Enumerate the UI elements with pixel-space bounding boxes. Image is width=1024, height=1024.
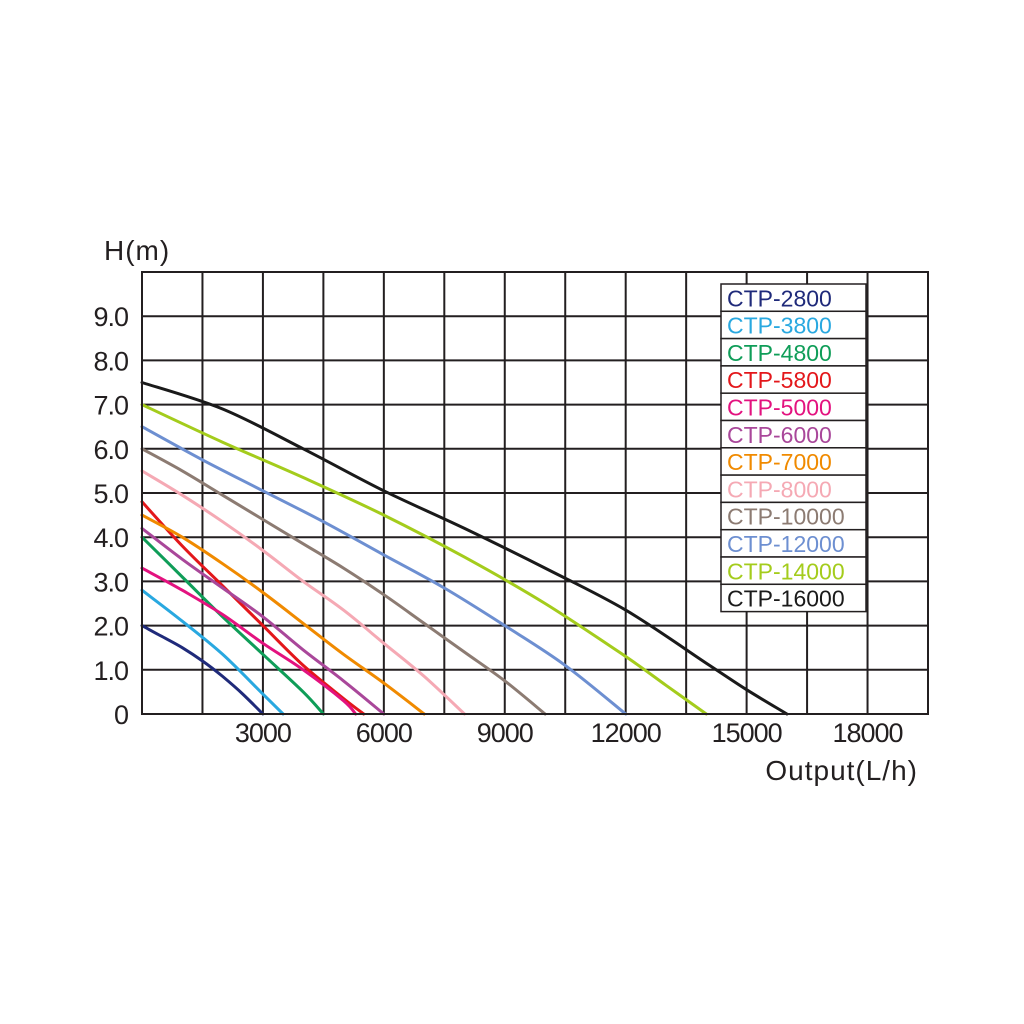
plot-frame [141,271,929,715]
legend-entry-box [720,447,867,476]
legend-entry-box [720,556,867,586]
x-axis-ticks: 3000 6000 9000 12000 15000 18000 [235,718,904,748]
y-tick-label: 7.0 [93,391,128,421]
performance-curves [140,381,789,716]
legend-entry-box [720,583,867,613]
y-tick-label: 8.0 [93,346,128,376]
series-line-ctp-2800 [140,624,265,716]
x-tick-label: 9000 [477,718,533,748]
x-tick-label: 15000 [712,718,782,748]
series-line-ctp-3800 [140,588,285,716]
y-tick-label: 4.0 [93,523,128,553]
legend-entry-box [720,365,867,394]
legend-entry-label: CTP-6000 [727,422,832,448]
y-tick-label: 9.0 [93,302,128,332]
legend-entry-label: CTP-16000 [727,586,845,612]
y-tick-label: 2.0 [93,612,128,642]
series-line-ctp-7000 [140,513,426,716]
series-line-ctp-6000 [140,526,386,716]
series-line-ctp-5000 [140,566,358,716]
legend-entry-box [720,474,867,504]
series-line-ctp-14000 [140,403,708,716]
series-line-ctp-5800 [140,500,366,716]
legend-entry-label: CTP-8000 [727,476,832,502]
y-tick-label: 6.0 [93,435,128,465]
legend-entry-label: CTP-10000 [727,504,845,530]
legend-entry-box [720,283,867,313]
legend-entry-box [720,392,867,422]
y-tick-label: 0 [114,700,128,730]
plot-border [141,271,929,715]
y-tick-label: 1.0 [93,656,128,686]
x-tick-label: 6000 [356,718,412,748]
legend-entry-box [720,419,867,449]
legend-entry-box [720,310,867,340]
y-tick-label: 3.0 [93,567,128,597]
legend: CTP-2800CTP-3800CTP-4800CTP-5800CTP-5000… [720,283,867,613]
legend-entry-label: CTP-4800 [727,340,832,366]
series-line-ctp-12000 [140,425,628,716]
legend-entry-label: CTP-14000 [727,558,845,584]
legend-entry-label: CTP-12000 [727,531,845,557]
legend-entry-box [720,337,867,367]
legend-entry-label: CTP-2800 [727,285,832,311]
x-tick-label: 3000 [235,718,291,748]
legend-entry-label: CTP-7000 [727,449,832,475]
x-tick-label: 12000 [591,718,661,748]
series-line-ctp-16000 [140,381,789,716]
series-line-ctp-10000 [140,447,547,716]
y-tick-label: 5.0 [93,479,128,509]
series-line-ctp-4800 [140,535,325,716]
series-line-ctp-8000 [140,469,466,716]
y-axis-label: H(m) [104,235,170,266]
x-tick-label: 18000 [832,718,902,748]
legend-entry-label: CTP-5800 [727,367,832,393]
legend-entry-label: CTP-3800 [727,313,832,339]
y-axis-ticks: 9.0 8.0 7.0 6.0 5.0 4.0 3.0 2.0 1.0 0 [93,302,129,730]
legend-entry-label: CTP-5000 [727,395,832,421]
x-axis-label: Output(L/h) [765,755,918,786]
